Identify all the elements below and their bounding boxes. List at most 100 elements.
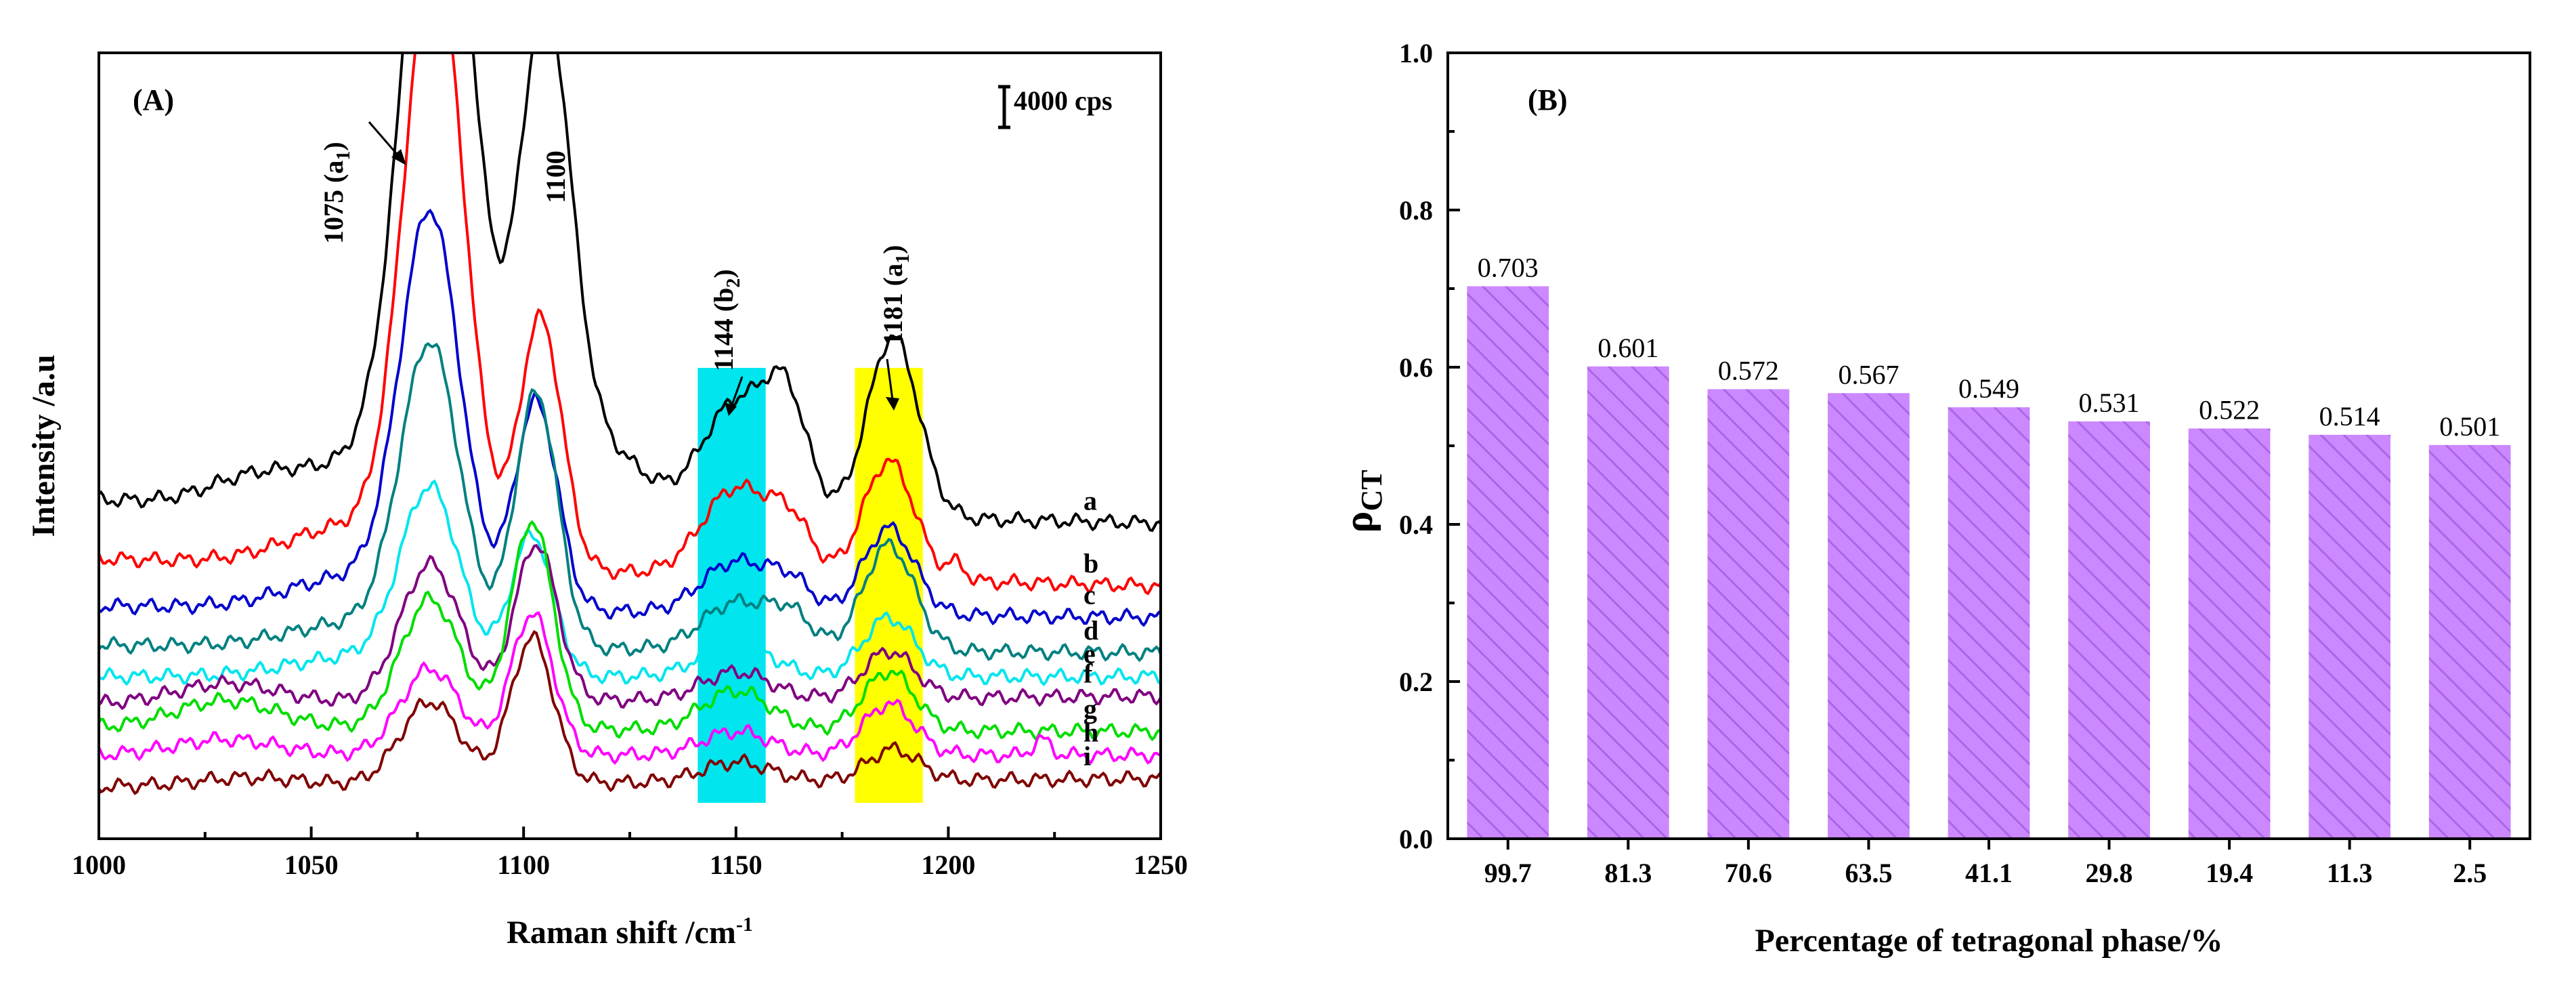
spectrum-d	[99, 342, 1161, 663]
spectrum-e	[99, 479, 1161, 686]
spectra-curves	[99, 53, 1161, 795]
x-tick-label-b-81.3: 81.3	[1604, 858, 1652, 888]
annotation-1100-text: 1100	[540, 150, 571, 203]
bar-chart-panel: 0.703 0.601 0.572 0.567 0.549 0.531 0.522 0.514…	[1336, 38, 2531, 959]
y-axis-title-b-main: ρ	[1336, 512, 1381, 533]
x-tick-label-a-1250: 1250	[1134, 850, 1188, 880]
curve-label-h: h	[1083, 717, 1098, 748]
x-axis-title-a: Raman shift /cm-1	[507, 913, 753, 951]
x-tick-label-b-99.7: 99.7	[1484, 858, 1532, 888]
x-axis-title-a-sup: -1	[736, 913, 753, 936]
y-axis-ticks-b: 0.0 0.2 0.4 0.6 0.8 1.0	[1399, 38, 1460, 854]
x-tick-label-b-29.8: 29.8	[2086, 858, 2133, 888]
bar-value-label-29.8: 0.531	[2079, 388, 2140, 418]
svg-text:1181 (a1): 1181 (a1)	[878, 245, 914, 346]
bar-value-label-41.1: 0.549	[1958, 373, 2019, 404]
curve-label-a: a	[1083, 485, 1097, 516]
y-axis-title-a: Intensity /a.u	[26, 354, 62, 537]
bar-11.3	[2309, 434, 2391, 839]
spectrum-h	[99, 610, 1161, 765]
x-tick-label-a-1100: 1100	[497, 850, 550, 880]
bar-value-labels: 0.703 0.601 0.572 0.567 0.549 0.531 0.522 0.514…	[1478, 253, 2500, 442]
svg-text:1144 (b2): 1144 (b2)	[708, 269, 744, 371]
y-axis-title-b: ρCT	[1336, 469, 1388, 533]
bar-value-label-70.6: 0.572	[1718, 355, 1779, 385]
x-axis-ticks-b: 99.7 81.3 70.6 63.5 41.1 29.8 19.4 11.3 2.5	[1484, 839, 2487, 888]
y-tick-label-b-0.6: 0.6	[1399, 352, 1433, 383]
bar-81.3	[1587, 366, 1669, 839]
bar-41.1	[1948, 407, 2030, 839]
x-tick-label-a-1200: 1200	[921, 850, 975, 880]
bar-value-label-63.5: 0.567	[1838, 359, 1899, 390]
bar-value-label-19.4: 0.522	[2199, 394, 2260, 425]
curve-label-c: c	[1083, 580, 1096, 610]
x-axis-ticks-a: 1000 1050 1100 1150 1200 1250	[72, 827, 1188, 880]
bar-29.8	[2068, 421, 2150, 839]
curve-label-e: e	[1083, 639, 1096, 669]
y-tick-label-b-0.4: 0.4	[1399, 509, 1433, 540]
annotation-1181-sub: 1	[893, 254, 914, 264]
bar-value-label-99.7: 0.703	[1478, 253, 1539, 283]
annotation-1144-text: 1144 (b	[708, 288, 739, 371]
scale-bar-label: 4000 cps	[1014, 85, 1113, 116]
annotation-1181-text: 1181 (a	[878, 264, 908, 346]
annotation-1144-tail: )	[708, 269, 739, 278]
y-tick-label-b-0.2: 0.2	[1399, 667, 1433, 697]
spectrum-b	[99, 53, 1161, 596]
x-axis-title-b: Percentage of tetragonal phase/%	[1755, 923, 2223, 959]
bars	[1467, 286, 2511, 839]
spectrum-f	[99, 543, 1161, 711]
x-axis-title-a-main: Raman shift /cm	[507, 915, 736, 951]
curve-label-i: i	[1083, 740, 1091, 771]
curve-label-b: b	[1083, 548, 1098, 579]
peak-annotation-1075: 1075 (a1)	[318, 121, 406, 244]
bar-70.6	[1707, 389, 1790, 839]
spectrum-g	[99, 520, 1161, 742]
y-tick-label-b-0.0: 0.0	[1399, 824, 1433, 854]
scale-bar: 4000 cps	[998, 85, 1113, 129]
x-tick-label-a-1050: 1050	[284, 850, 339, 880]
x-tick-label-a-1150: 1150	[710, 850, 763, 880]
x-tick-label-b-19.4: 19.4	[2206, 858, 2253, 888]
highlight-bands	[697, 368, 923, 803]
x-tick-label-b-2.5: 2.5	[2453, 858, 2487, 888]
panel-label-b: (B)	[1528, 83, 1568, 117]
panel-label-a: (A)	[133, 83, 174, 117]
bar-value-label-2.5: 0.501	[2439, 411, 2500, 442]
annotation-1075-sub: 1	[333, 151, 354, 161]
bar-63.5	[1828, 393, 1910, 839]
svg-text:1075 (a1): 1075 (a1)	[318, 142, 354, 244]
y-tick-label-b-0.8: 0.8	[1399, 195, 1433, 226]
peak-annotation-1181: 1181 (a1)	[878, 245, 914, 411]
plot-frame-a	[98, 51, 1162, 840]
bar-value-label-81.3: 0.601	[1597, 333, 1658, 363]
bar-2.5	[2428, 444, 2511, 839]
peak-annotation-1144: 1144 (b2)	[708, 269, 744, 416]
annotation-1144-sub: 2	[723, 278, 744, 288]
curve-label-g: g	[1083, 694, 1097, 724]
bar-value-label-11.3: 0.514	[2319, 401, 2380, 432]
curve-label-d: d	[1083, 615, 1098, 646]
spectrum-a	[99, 53, 1161, 533]
y-axis-title-b-sub: CT	[1355, 469, 1388, 511]
highlight-band-2	[855, 368, 923, 803]
highlight-band-1	[697, 368, 766, 803]
bar-19.4	[2188, 428, 2271, 839]
annotation-1181-tail: )	[878, 245, 908, 254]
annotation-1075-text: 1075 (a	[318, 161, 349, 244]
spectrum-i	[99, 630, 1161, 795]
x-tick-label-b-70.6: 70.6	[1725, 858, 1772, 888]
curve-label-f: f	[1083, 659, 1093, 689]
x-tick-label-b-63.5: 63.5	[1845, 858, 1892, 888]
x-tick-label-b-41.1: 41.1	[1965, 858, 2013, 888]
y-tick-label-b-1.0: 1.0	[1399, 38, 1433, 68]
annotation-1075-tail: )	[318, 142, 349, 150]
peak-annotation-1100: 1100	[540, 150, 571, 203]
bar-99.7	[1467, 286, 1549, 839]
spectrum-c	[99, 209, 1161, 627]
x-tick-label-b-11.3: 11.3	[2327, 858, 2373, 888]
x-tick-label-a-1000: 1000	[72, 850, 126, 880]
